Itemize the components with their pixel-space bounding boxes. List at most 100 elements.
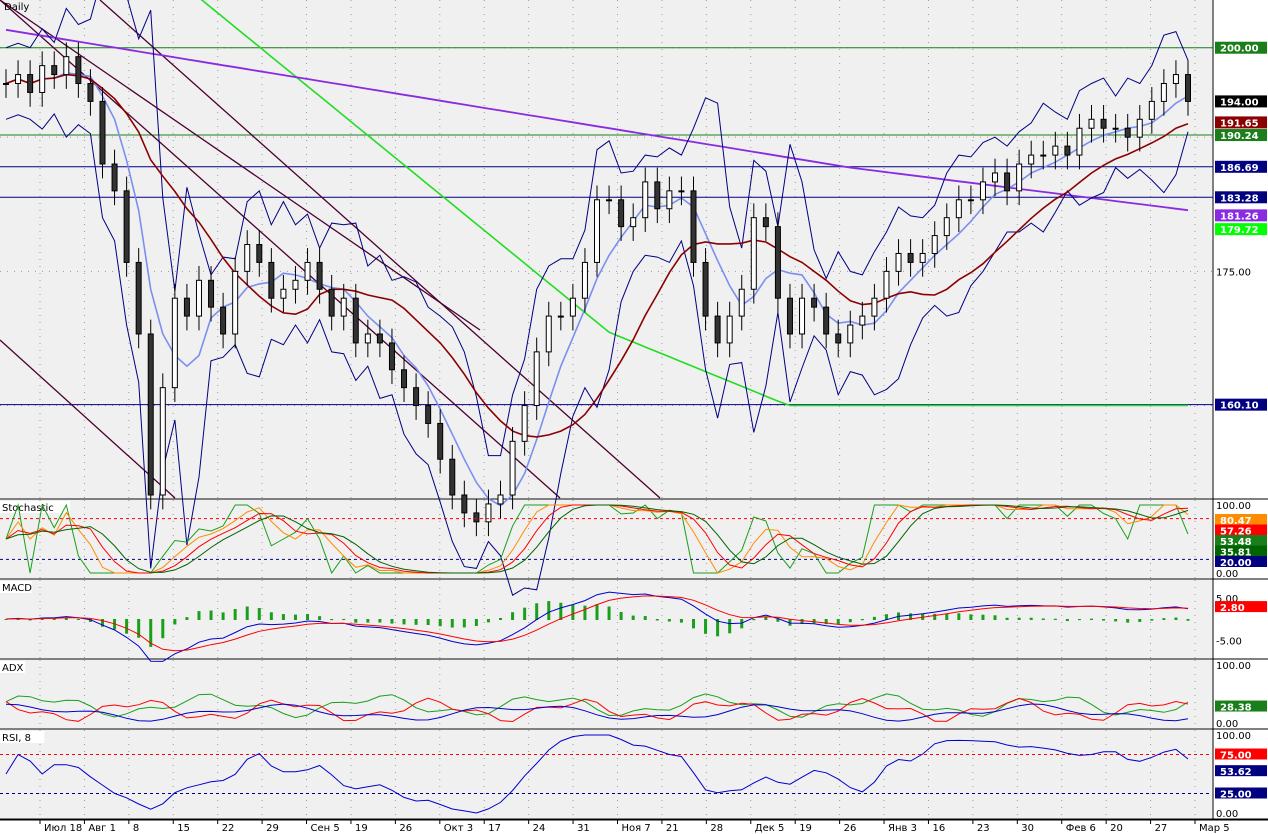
value-label-bg (1215, 787, 1267, 799)
macd-bar (354, 619, 358, 623)
candle (883, 257, 890, 313)
candle (111, 149, 118, 206)
macd-bar (474, 619, 478, 626)
candle (654, 167, 661, 224)
y-tick-label: 0.00 (1216, 719, 1238, 730)
candle (292, 265, 299, 304)
price-label: 191.65 (1220, 118, 1259, 129)
price-label: 186.69 (1220, 163, 1259, 174)
candle (63, 42, 70, 89)
scale-bg-2 (1213, 580, 1268, 658)
macd-bar (571, 604, 575, 620)
candle (208, 265, 215, 322)
pane-title-bg (0, 661, 26, 673)
candle (99, 87, 106, 179)
macd-bar (981, 614, 985, 620)
candle (762, 203, 769, 241)
candle (497, 480, 504, 519)
candle (473, 498, 480, 537)
trend-line (99, 0, 661, 499)
candle (461, 480, 468, 528)
y-tick-label: 175.00 (1216, 267, 1251, 278)
candle (738, 274, 745, 331)
ma-blue-line (5, 71, 1189, 507)
candle (678, 176, 685, 206)
value-label: 2.80 (1220, 603, 1245, 614)
macd-bar (824, 619, 828, 625)
value-label: 25.00 (1220, 790, 1252, 801)
price-label-bg (1215, 223, 1267, 236)
value-label: 20.00 (1220, 558, 1252, 569)
value-label-bg (1215, 535, 1267, 546)
x-tick-label: 21 (666, 823, 679, 834)
candle (557, 301, 564, 331)
price-label-bg (1215, 191, 1267, 204)
candle (159, 373, 166, 510)
x-tick-label: Дек 5 (755, 823, 785, 834)
macd-bar (716, 619, 720, 637)
candle (943, 203, 950, 250)
macd-bar (619, 611, 623, 620)
macd-bar (52, 618, 56, 620)
value-label-bg (1215, 700, 1267, 712)
stoch-signal-line (5, 504, 1189, 574)
candle (1172, 60, 1179, 98)
adx-plus-di-line (5, 693, 1189, 719)
macd-bar (462, 619, 466, 628)
macd-bar (1162, 618, 1166, 620)
candle (171, 283, 178, 402)
macd-bar (64, 617, 68, 620)
candle (1088, 104, 1095, 143)
candle (364, 319, 371, 358)
macd-bar (450, 619, 454, 628)
macd-bar (293, 614, 297, 620)
pane-title: Stochastic (2, 503, 54, 514)
time-axis-bg (0, 820, 1268, 834)
candle (485, 489, 492, 537)
macd-bar (1186, 619, 1190, 621)
macd-bar (655, 619, 659, 621)
x-tick-label: Июл 18 (44, 823, 82, 834)
candle (521, 391, 528, 456)
candle (690, 176, 697, 277)
candle (413, 373, 420, 420)
candle (786, 283, 793, 349)
scale-bg-0 (1213, 0, 1268, 498)
pane-title: MACD (2, 583, 32, 594)
candle (642, 167, 649, 233)
candle (967, 185, 974, 215)
macd-bar (1065, 619, 1069, 622)
candle (823, 292, 830, 349)
x-tick-label: 19 (355, 823, 368, 834)
candle (666, 176, 673, 224)
bollinger-upper (5, 0, 1189, 457)
macd-bar (438, 619, 442, 627)
macd-bar (764, 616, 768, 620)
pane-title-bg (0, 731, 45, 743)
candle (1004, 158, 1011, 206)
price-label: 200.00 (1220, 44, 1259, 55)
macd-bar (933, 613, 937, 620)
macd-bar (486, 619, 490, 623)
candle (1016, 149, 1023, 206)
macd-bar (969, 614, 973, 620)
scale-bg-3 (1213, 660, 1268, 728)
value-label: 53.48 (1220, 537, 1252, 548)
candle (594, 185, 600, 277)
candle (606, 185, 613, 215)
price-label: 183.28 (1220, 193, 1259, 204)
value-label: 35.81 (1220, 548, 1252, 559)
macd-bar (499, 617, 503, 620)
x-tick-label: 20 (1110, 823, 1123, 834)
y-tick-label: 0.00 (1216, 809, 1238, 820)
candle (352, 283, 359, 358)
x-tick-label: 8 (133, 823, 139, 834)
x-tick-label: 28 (710, 823, 723, 834)
value-label-bg (1215, 545, 1267, 557)
macd-bar (523, 607, 527, 620)
symbol-label: Daily (4, 2, 29, 13)
candle (232, 257, 239, 349)
x-tick-label: Сен 5 (311, 823, 340, 834)
macd-bar (1126, 619, 1130, 623)
candle (1112, 113, 1119, 143)
